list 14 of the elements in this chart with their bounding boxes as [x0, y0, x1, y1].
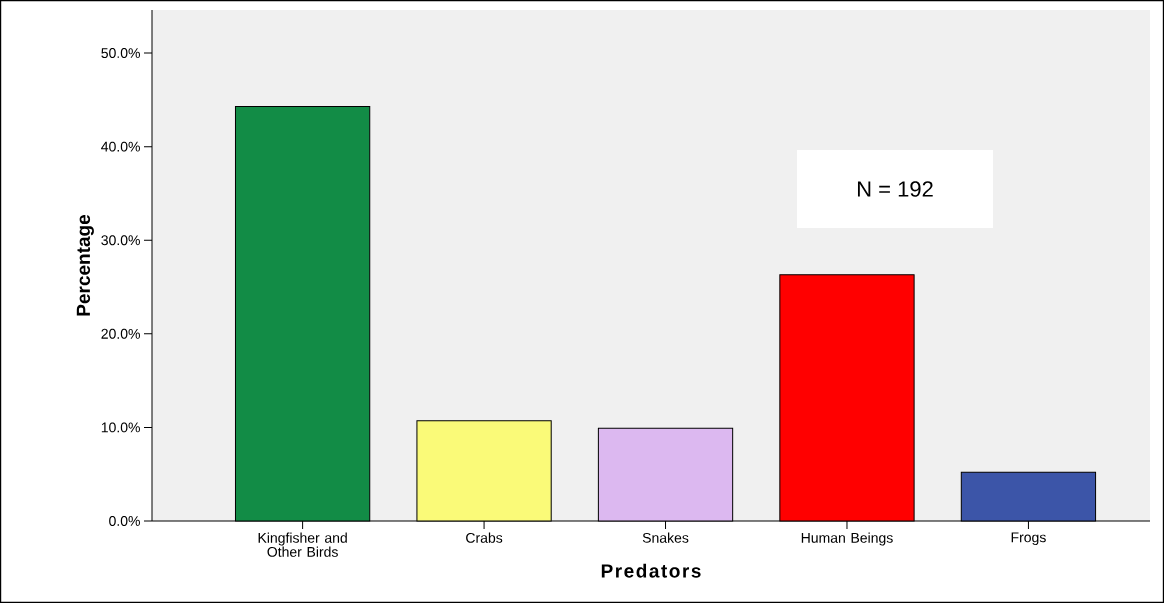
y-tick-label: 40.0% [101, 141, 140, 152]
y-tick-label: 50.0% [101, 48, 140, 59]
x-tick-label: Frogs [1011, 532, 1046, 546]
x-tick-label: Snakes [642, 532, 689, 543]
x-tick-label: Human Beings [801, 532, 893, 546]
y-tick-label: 30.0% [101, 235, 140, 246]
y-axis-title: Percentage [76, 214, 94, 316]
x-axis-title: Predators [601, 563, 701, 578]
y-tick-label: 10.0% [101, 422, 140, 433]
x-tick-label: Crabs [466, 532, 503, 543]
y-tick-label: 0.0% [109, 516, 140, 526]
annotation: N = 192 [857, 181, 933, 197]
x-tick-label: Kingfisher and Other Birds [258, 532, 347, 557]
y-tick-label: 20.0% [101, 328, 140, 339]
